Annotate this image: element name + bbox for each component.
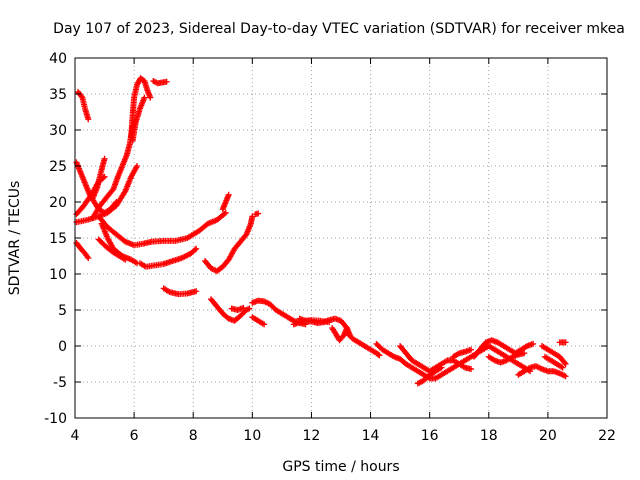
data-point xyxy=(468,346,475,353)
data-point xyxy=(559,364,566,371)
data-point xyxy=(562,361,569,367)
x-tick-label: 4 xyxy=(71,428,80,444)
data-points xyxy=(73,75,569,387)
x-tick-label: 22 xyxy=(598,428,616,444)
data-point xyxy=(193,288,200,295)
y-tick-label: 40 xyxy=(49,51,67,67)
x-tick-label: 18 xyxy=(480,428,498,444)
tick-labels: 4 6 8 10 12 14 16 18 20 22 -10 -5 0 5 10 15 20 25 30 35 40 xyxy=(44,51,616,444)
x-tick-label: 16 xyxy=(421,428,439,444)
grid-lines xyxy=(75,58,607,418)
data-point xyxy=(468,366,475,373)
y-tick-label: 15 xyxy=(49,231,67,247)
y-tick-label: 25 xyxy=(49,159,67,175)
y-tick-label: 20 xyxy=(49,195,67,211)
data-point xyxy=(562,373,569,380)
data-point xyxy=(100,174,107,181)
x-axis-label: GPS time / hours xyxy=(282,459,399,475)
data-point xyxy=(521,350,528,357)
data-point xyxy=(326,319,333,326)
y-tick-label: 0 xyxy=(58,339,67,355)
x-tick-label: 6 xyxy=(130,428,139,444)
data-point xyxy=(225,191,232,198)
x-tick-label: 8 xyxy=(189,428,198,444)
data-point xyxy=(78,93,85,100)
data-point xyxy=(134,163,141,169)
y-tick-label: 5 xyxy=(58,303,67,319)
data-point xyxy=(222,209,229,216)
y-tick-label: -10 xyxy=(44,411,67,427)
data-point xyxy=(261,321,268,328)
data-point xyxy=(147,94,154,101)
data-point xyxy=(85,116,92,123)
data-point xyxy=(191,246,198,253)
data-point xyxy=(375,351,382,358)
y-tick-label: 10 xyxy=(49,267,67,283)
data-point xyxy=(221,210,228,217)
data-point xyxy=(85,255,92,262)
axis-ticks xyxy=(74,57,608,419)
x-tick-label: 20 xyxy=(539,428,557,444)
data-point xyxy=(122,256,129,263)
data-point xyxy=(246,305,253,312)
y-axis-label: SDTVAR / TECUs xyxy=(7,181,23,296)
data-point xyxy=(141,94,148,101)
data-point xyxy=(255,210,262,217)
data-point xyxy=(376,352,383,359)
data-point xyxy=(343,325,350,331)
x-tick-label: 10 xyxy=(243,428,261,444)
data-point xyxy=(438,364,445,371)
data-point xyxy=(101,155,108,162)
y-tick-label: -5 xyxy=(53,375,67,391)
data-point xyxy=(240,304,247,311)
data-point xyxy=(561,359,568,366)
data-point xyxy=(530,340,537,347)
data-point xyxy=(101,173,108,180)
chart-title: Day 107 of 2023, Sidereal Day-to-day VTE… xyxy=(53,21,625,37)
y-tick-label: 35 xyxy=(49,87,67,103)
data-point xyxy=(193,245,200,252)
x-tick-label: 12 xyxy=(303,428,321,444)
data-point xyxy=(163,78,170,85)
x-tick-label: 14 xyxy=(362,428,380,444)
y-tick-label: 30 xyxy=(49,123,67,139)
data-point xyxy=(562,339,569,346)
data-point xyxy=(129,123,136,130)
